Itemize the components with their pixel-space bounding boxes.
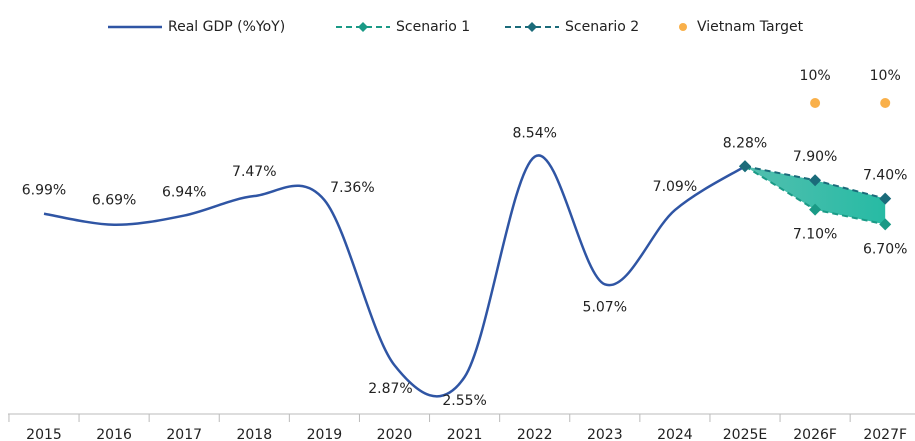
scenario-marker <box>879 218 892 231</box>
data-label: 6.94% <box>162 185 206 201</box>
x-tick-label: 2015 <box>26 427 62 441</box>
legend-label: Scenario 1 <box>396 19 470 35</box>
data-label: 10% <box>870 68 901 84</box>
data-label: 7.40% <box>863 168 907 184</box>
target-dot <box>810 98 821 108</box>
x-tick-label: 2026F <box>793 427 837 441</box>
data-label: 6.69% <box>92 193 136 209</box>
legend-label: Vietnam Target <box>697 19 804 35</box>
scenario-marker <box>809 174 822 187</box>
x-tick-label: 2024 <box>657 427 693 441</box>
data-label: 6.99% <box>22 183 66 199</box>
data-label: 7.47% <box>232 164 276 180</box>
scenario-band <box>745 166 886 225</box>
data-label: 2.55% <box>442 393 486 409</box>
data-label: 7.36% <box>330 180 374 196</box>
x-tick-label: 2018 <box>236 427 272 441</box>
data-label: 8.28% <box>723 135 767 151</box>
legend-marker <box>358 22 368 32</box>
data-label: 8.54% <box>512 126 556 142</box>
scenario-marker <box>809 203 822 216</box>
x-tick-label: 2020 <box>377 427 413 441</box>
x-tick-label: 2021 <box>447 427 483 441</box>
x-tick-label: 2017 <box>166 427 202 441</box>
data-label: 7.10% <box>793 227 837 243</box>
scenario-marker <box>739 160 751 173</box>
legend-label: Real GDP (%YoY) <box>168 19 285 35</box>
x-tick-label: 2027F <box>863 427 907 441</box>
scenario-marker <box>879 192 892 205</box>
x-tick-label: 2023 <box>587 427 623 441</box>
data-label: 5.07% <box>583 299 627 315</box>
target-dot <box>880 98 891 108</box>
data-label: 6.70% <box>863 241 907 257</box>
legend-label: Scenario 2 <box>565 19 639 35</box>
legend-swatch <box>679 23 687 31</box>
data-label: 7.90% <box>793 149 837 165</box>
x-tick-label: 2016 <box>96 427 132 441</box>
x-tick-label: 2022 <box>517 427 553 441</box>
gdp-line <box>43 154 746 398</box>
data-label: 7.09% <box>653 179 697 195</box>
x-tick-label: 2025E <box>723 427 767 441</box>
legend-marker <box>527 22 537 32</box>
data-label: 10% <box>800 68 831 84</box>
data-label: 2.87% <box>368 381 412 397</box>
x-tick-label: 2019 <box>307 427 343 441</box>
